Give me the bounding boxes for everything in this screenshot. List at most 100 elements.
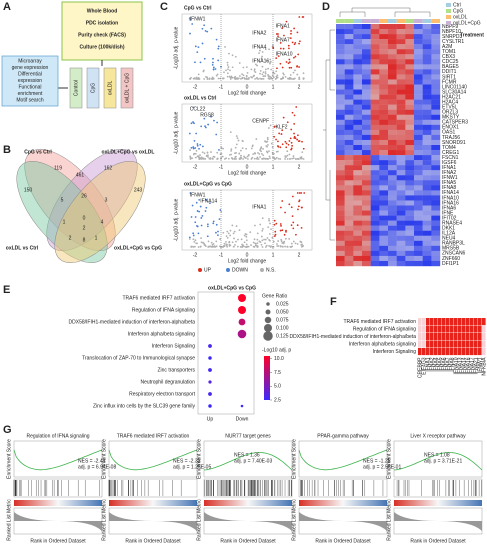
volcano-point — [286, 154, 289, 157]
heatmap-cell — [431, 139, 441, 146]
volcano-point — [235, 143, 238, 146]
heatmap-cell — [370, 134, 380, 141]
heatmap-cell — [344, 240, 354, 247]
venn-count: 2 — [69, 235, 72, 241]
heatmap-cell — [370, 205, 380, 211]
heatmap-cell — [405, 210, 415, 216]
heatmap-cell — [422, 29, 432, 35]
heatmap-cell — [396, 79, 406, 85]
treatment-bar — [379, 19, 388, 23]
heatmap-cell — [336, 104, 345, 110]
volcano-point — [290, 206, 293, 209]
heatmap-cell — [431, 155, 441, 161]
dot — [238, 318, 246, 326]
heatmap-cell — [362, 175, 371, 181]
heatmap-cell — [396, 205, 406, 211]
heatmap-cell — [362, 235, 371, 241]
heatmap-cell — [388, 260, 397, 267]
heatmap-cell — [344, 205, 354, 211]
heatmap-cell — [362, 54, 371, 60]
analysis-step: Functional — [18, 84, 41, 90]
matrix-cell — [438, 333, 442, 341]
volcano-point — [303, 192, 306, 194]
heatmap-cell — [336, 210, 345, 216]
heatmap-cell — [396, 99, 406, 105]
volcano-point — [295, 106, 298, 108]
heatmap-cell — [422, 260, 432, 267]
gene-name: CATSPER3 — [442, 120, 468, 126]
heatmap-cell — [388, 54, 397, 60]
heatmap-cell — [344, 84, 354, 90]
volcano-point — [191, 204, 194, 207]
metric-bar — [204, 500, 292, 506]
volcano-point — [281, 200, 284, 202]
hits-frame — [108, 478, 198, 498]
volcano-point — [259, 70, 262, 72]
term-label: Translocation of ZAP-70 to Immunological… — [82, 355, 195, 361]
heatmap-cell — [370, 150, 380, 156]
volcano-point — [301, 16, 304, 18]
volcano-point — [203, 152, 206, 155]
volcano-point — [212, 78, 215, 80]
heatmap-cell — [336, 195, 345, 201]
heatmap-cell — [336, 165, 345, 171]
heatmap-cell — [362, 69, 371, 75]
heatmap-cell — [414, 64, 423, 70]
gene-name: IFNA1 — [425, 357, 431, 371]
volcano-point — [226, 72, 229, 75]
heatmap-cell — [336, 34, 345, 40]
heatmap-cell — [414, 175, 423, 181]
heatmap-cell — [336, 190, 345, 196]
heatmap-cell — [431, 190, 441, 196]
volcano-point — [215, 38, 218, 41]
volcano-point — [281, 27, 284, 30]
heatmap-cell — [422, 205, 432, 211]
heatmap-cell — [388, 24, 397, 30]
volcano-point — [217, 234, 219, 237]
matrix-cell — [454, 340, 458, 348]
volcano-point — [274, 230, 277, 233]
volcano-point — [215, 74, 218, 77]
heatmap-cell — [405, 39, 415, 45]
tube — [86, 67, 100, 109]
heatmap-cell — [362, 44, 371, 50]
volcano-point — [245, 246, 248, 248]
metric-bar — [14, 500, 102, 506]
volcano-point — [265, 244, 268, 247]
heatmap-cell — [388, 119, 397, 126]
y-label: -Log10 adj. p-value — [173, 198, 179, 241]
gene-name: SNORD91 — [442, 140, 466, 146]
heatmap-cell — [379, 29, 389, 35]
gene-name: MKSTY — [442, 115, 460, 121]
volcano-point — [269, 62, 271, 65]
heatmap-cell — [370, 44, 380, 50]
matrix-cell — [458, 325, 462, 333]
matrix-cell — [450, 333, 454, 341]
volcano-point — [281, 76, 284, 79]
matrix-cell — [462, 318, 466, 326]
heatmap-cell — [388, 104, 397, 110]
gene-name: DKK1 — [442, 226, 455, 232]
matrix-cell — [426, 333, 430, 341]
volcano-point — [257, 151, 259, 154]
volcano-point — [194, 221, 197, 224]
volcano-point — [209, 202, 211, 205]
heatmap-cell — [388, 215, 397, 221]
heatmap-cell — [379, 119, 389, 126]
heatmap-cell — [388, 205, 397, 211]
volcano-point — [238, 229, 241, 232]
volcano-point — [301, 157, 303, 160]
matrix-cell — [418, 325, 422, 333]
volcano-point — [245, 243, 248, 246]
volcano-point — [269, 124, 272, 127]
volcano-point — [288, 157, 291, 160]
heatmap-cell — [414, 29, 423, 35]
y-label: Ranked List Metric — [101, 499, 107, 541]
heatmap-cell — [370, 34, 380, 40]
heatmap-cell — [422, 24, 432, 30]
volcano-point — [243, 76, 246, 79]
volcano-point — [222, 147, 224, 150]
volcano-point — [241, 147, 244, 150]
volcano-point — [217, 45, 220, 48]
volcano-point — [196, 78, 199, 80]
